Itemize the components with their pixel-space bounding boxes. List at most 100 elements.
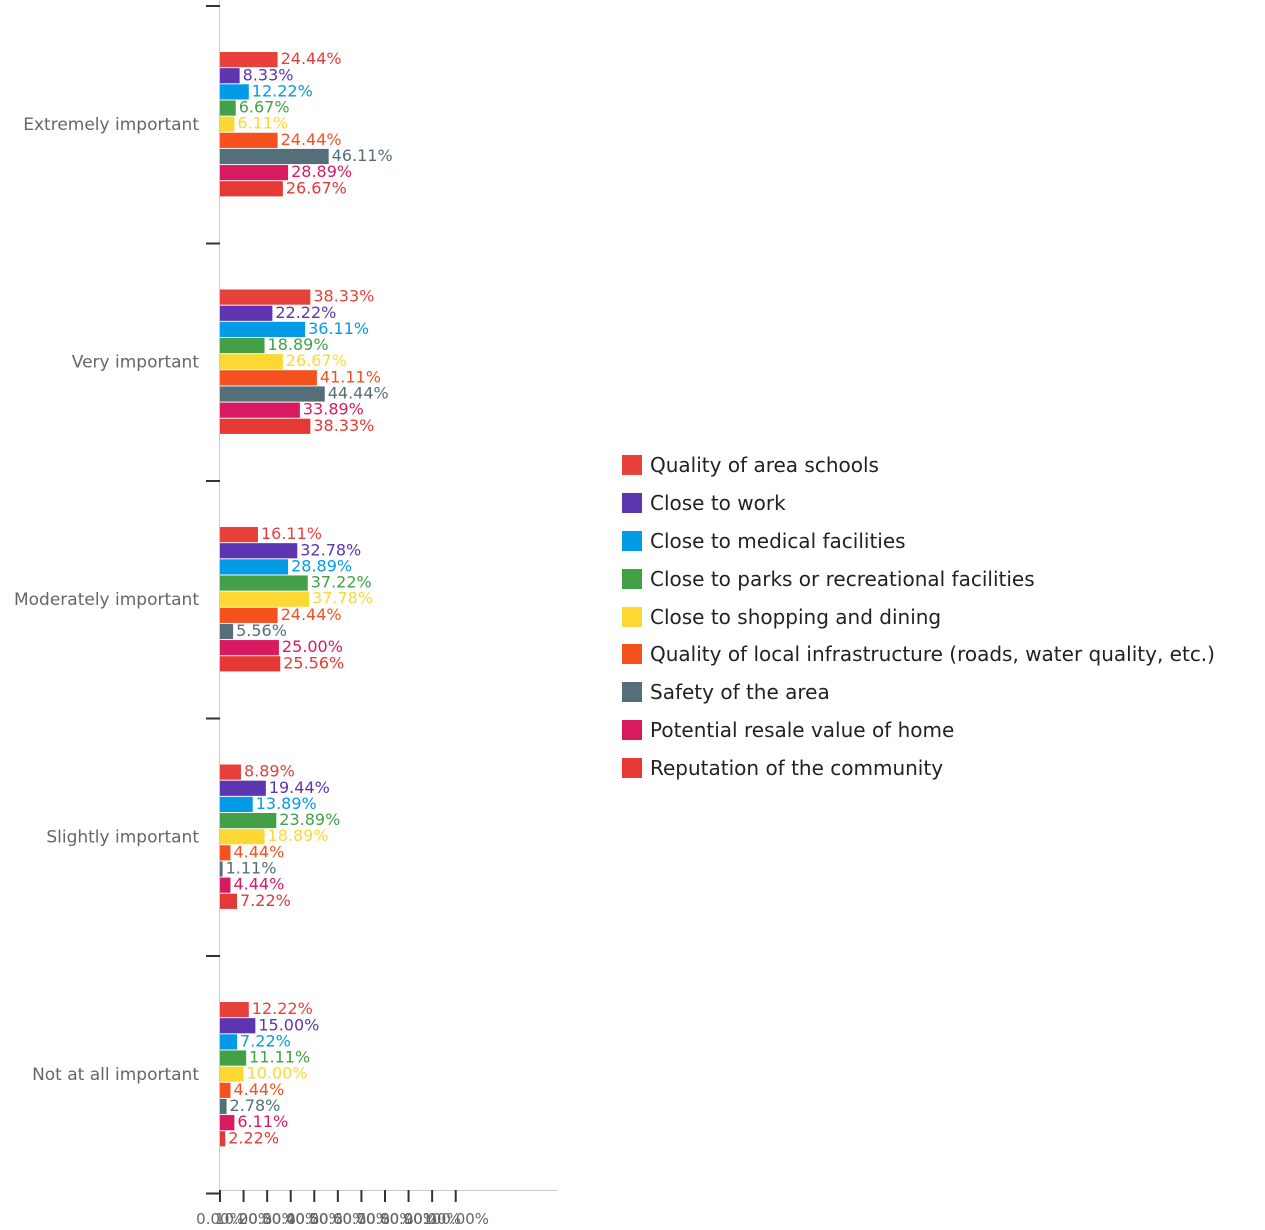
bar-value-label: 38.33%: [313, 287, 374, 306]
bar: [220, 861, 223, 877]
bar-value-label: 5.56%: [236, 621, 287, 640]
bar-value-label: 28.89%: [291, 162, 352, 181]
legend-label: Close to parks or recreational facilitie…: [650, 566, 1035, 591]
legend-label: Quality of area schools: [650, 452, 879, 477]
bar: [220, 877, 231, 893]
bar: [220, 527, 258, 543]
x-tick-label: 50.00%: [309, 1210, 366, 1228]
bar-value-label: 23.89%: [279, 810, 340, 829]
legend-label: Safety of the area: [650, 680, 830, 705]
legend-swatch: [622, 720, 642, 741]
bar-value-label: 12.22%: [252, 81, 313, 100]
bars: [220, 52, 329, 1147]
x-tick-label: 70.00%: [356, 1210, 413, 1228]
bar: [220, 829, 265, 845]
category-label: Very important: [72, 352, 200, 372]
legend-item[interactable]: Potential resale value of home: [622, 711, 1215, 749]
bar: [220, 402, 300, 418]
bar: [220, 181, 283, 197]
x-tick-label: 90.00%: [404, 1210, 461, 1228]
legend-item[interactable]: Quality of local infrastructure (roads, …: [622, 635, 1215, 673]
bar-value-label: 7.22%: [240, 1031, 291, 1050]
bar-value-label: 24.44%: [281, 130, 342, 149]
x-tick-label: 60.00%: [333, 1210, 390, 1228]
bar: [220, 1050, 247, 1066]
bar-value-label: 16.11%: [261, 524, 322, 543]
bar: [220, 84, 249, 100]
bar-value-label: 18.89%: [268, 826, 329, 845]
bar: [220, 1082, 231, 1098]
bar-value-label: 4.44%: [233, 842, 284, 861]
legend-swatch: [622, 568, 642, 589]
bar-value-label: 8.89%: [244, 762, 295, 781]
x-tick-label: 80.00%: [380, 1210, 437, 1228]
bar-value-label: 24.44%: [281, 605, 342, 624]
bar: [220, 165, 289, 181]
bar: [220, 1131, 226, 1147]
bar-value-label: 38.33%: [313, 416, 374, 435]
bar: [220, 1115, 235, 1131]
bar-value-label: 44.44%: [328, 384, 389, 403]
category-ticks: [206, 5, 220, 1195]
bar-value-label: 11.11%: [249, 1048, 310, 1067]
bar: [220, 656, 281, 672]
legend-swatch: [622, 682, 642, 703]
legend-item[interactable]: Close to medical facilities: [622, 522, 1215, 560]
bar: [220, 132, 278, 148]
bar: [220, 321, 306, 337]
legend-label: Reputation of the community: [650, 756, 944, 781]
bar: [220, 845, 231, 861]
x-axis-tick-labels: 0.00%10.00%20.00%30.00%40.00%50.00%60.00…: [196, 1210, 489, 1228]
bar-value-label: 24.44%: [281, 49, 342, 68]
bar-value-label: 1.11%: [226, 859, 277, 878]
bar: [220, 1066, 244, 1082]
category-label: Moderately important: [14, 590, 199, 610]
legend-item[interactable]: Close to shopping and dining: [622, 598, 1215, 636]
bar: [220, 623, 234, 640]
bar: [220, 543, 298, 559]
bar-value-label: 7.22%: [240, 891, 291, 910]
x-tick-label: 40.00%: [286, 1210, 343, 1228]
legend-swatch: [622, 644, 642, 665]
bar-value-label: 28.89%: [291, 556, 352, 575]
legend-item[interactable]: Safety of the area: [622, 673, 1215, 711]
bar: [220, 607, 278, 623]
bar-value-label: 33.89%: [303, 400, 364, 419]
bar: [220, 1034, 238, 1050]
bar-value-label: 13.89%: [256, 794, 317, 813]
legend-item[interactable]: Close to parks or recreational facilitie…: [622, 560, 1215, 598]
bar-value-label: 22.22%: [275, 303, 336, 322]
legend-item[interactable]: Reputation of the community: [622, 749, 1215, 787]
bar-value-label: 25.00%: [282, 637, 343, 656]
bar-value-label: 4.44%: [233, 1080, 284, 1099]
bar-value-label: 6.11%: [237, 114, 288, 133]
bar-value-label: 37.78%: [312, 589, 373, 608]
chart-legend: Quality of area schools Close to work Clos…: [622, 446, 1215, 787]
bar-value-label: 8.33%: [243, 65, 294, 84]
legend-item[interactable]: Quality of area schools: [622, 446, 1215, 484]
bar: [220, 289, 311, 305]
bar-value-label: 2.22%: [228, 1128, 279, 1147]
category-labels: Extremely important Very important Moderat…: [14, 115, 199, 1085]
legend-item[interactable]: Close to work: [622, 484, 1215, 522]
bar-value-label: 26.67%: [286, 351, 347, 370]
legend-label: Close to work: [650, 490, 786, 515]
bar-value-label: 18.89%: [268, 335, 329, 354]
legend-label: Potential resale value of home: [650, 718, 955, 743]
bar-value-label: 25.56%: [283, 653, 344, 672]
bar: [220, 418, 311, 434]
bar-value-label: 46.11%: [332, 146, 393, 165]
bar-chart: Extremely important Very important Moderat…: [14, 0, 558, 1228]
bar: [220, 52, 278, 68]
bar-value-label: 37.22%: [311, 573, 372, 592]
bar-value-label: 41.11%: [320, 367, 381, 386]
legend-swatch: [622, 606, 642, 627]
legend-label: Close to shopping and dining: [650, 604, 942, 629]
x-tick-label: 30.00%: [262, 1210, 319, 1228]
bar-value-label: 36.11%: [308, 319, 369, 338]
bar: [220, 1018, 256, 1034]
legend-swatch: [622, 758, 642, 779]
bar: [220, 893, 238, 909]
bar: [220, 764, 241, 780]
bar: [220, 386, 325, 402]
